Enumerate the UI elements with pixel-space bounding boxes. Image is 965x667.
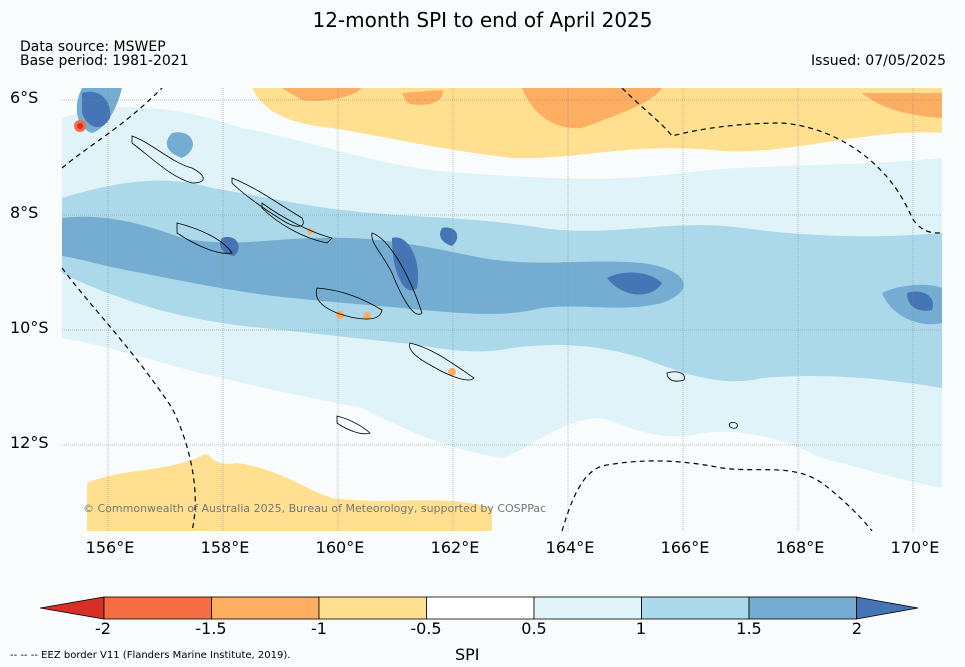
- dry-spot: [363, 312, 371, 320]
- colorbar-tick: 1: [635, 619, 647, 638]
- colorbar-segment: [318, 596, 427, 620]
- eez-note: -- -- -- EEZ border V11 (Flanders Marine…: [10, 650, 291, 661]
- very-dry-region: [522, 88, 662, 129]
- lon-label: 170°E: [890, 538, 940, 557]
- lon-label: 158°E: [200, 538, 250, 557]
- dry-region-south: [87, 454, 492, 531]
- lat-label: 10°S: [10, 318, 49, 337]
- colorbar-tick: 1.5: [736, 619, 762, 638]
- colorbar-segment: [533, 596, 642, 620]
- colorbar-extend-high: [856, 596, 919, 620]
- copyright: © Commonwealth of Australia 2025, Bureau…: [83, 502, 547, 515]
- extremely-wet-region: [392, 237, 418, 291]
- dry-spot: [77, 123, 83, 129]
- colorbar-tick: -2: [95, 619, 111, 638]
- colorbar-tick: -1.5: [195, 619, 227, 638]
- map-title: 12-month SPI to end of April 2025: [312, 8, 653, 32]
- island-makira: [409, 342, 475, 381]
- lon-label: 160°E: [315, 538, 365, 557]
- island-santa-cruz: [666, 371, 685, 382]
- colorbar-segment: [426, 596, 535, 620]
- colorbar-tick: 0.5: [521, 619, 547, 638]
- islands: [131, 135, 738, 435]
- lon-label: 162°E: [430, 538, 480, 557]
- island-malaita: [371, 232, 423, 315]
- lon-label: 166°E: [660, 538, 710, 557]
- lon-label: 156°E: [85, 538, 135, 557]
- data-source: Data source: MSWEP: [20, 39, 166, 55]
- colorbar-label: SPI: [455, 645, 480, 664]
- extremely-wet-region: [82, 91, 111, 128]
- very-dry-region: [282, 88, 362, 101]
- very-dry-region: [862, 93, 942, 118]
- colorbar-segment: [748, 596, 857, 620]
- colorbar-segment: [641, 596, 750, 620]
- lat-label: 6°S: [10, 88, 39, 107]
- gridlines: [62, 88, 942, 531]
- dry-region-north: [62, 88, 942, 159]
- lon-label: 168°E: [775, 538, 825, 557]
- dry-spot: [448, 368, 456, 376]
- base-period: Base period: 1981-2021: [20, 53, 189, 69]
- extremely-wet-region: [220, 237, 239, 256]
- lon-label: 164°E: [545, 538, 595, 557]
- island-guadalcanal: [315, 287, 383, 320]
- colorbar-segment: [211, 596, 320, 620]
- colorbar-tick: -1: [311, 619, 327, 638]
- extremely-wet-region: [907, 291, 933, 311]
- colorbar-segment: [103, 596, 212, 620]
- island-vanikoro: [728, 422, 738, 429]
- island-bougainville: [131, 135, 204, 184]
- island-rennell: [336, 415, 371, 435]
- lat-label: 8°S: [10, 203, 39, 222]
- very-wet-region: [166, 132, 193, 158]
- eez-borders: [62, 88, 942, 531]
- lat-label: 12°S: [10, 433, 49, 452]
- colorbar-tick: 2: [851, 619, 863, 638]
- source-info: Data source: MSWEP Base period: 1981-202…: [20, 40, 189, 68]
- colorbar-extend-low: [40, 596, 105, 620]
- very-wet-region: [62, 216, 684, 314]
- issued-date: Issued: 07/05/2025: [811, 53, 946, 69]
- extremely-wet-region: [607, 272, 662, 295]
- spi-map: [62, 88, 942, 531]
- colorbar-tick: -0.5: [410, 619, 442, 638]
- very-dry-region: [402, 90, 443, 105]
- colorbar: [40, 596, 919, 620]
- island-new-georgia: [176, 222, 233, 254]
- island-santa-isabel: [261, 202, 333, 244]
